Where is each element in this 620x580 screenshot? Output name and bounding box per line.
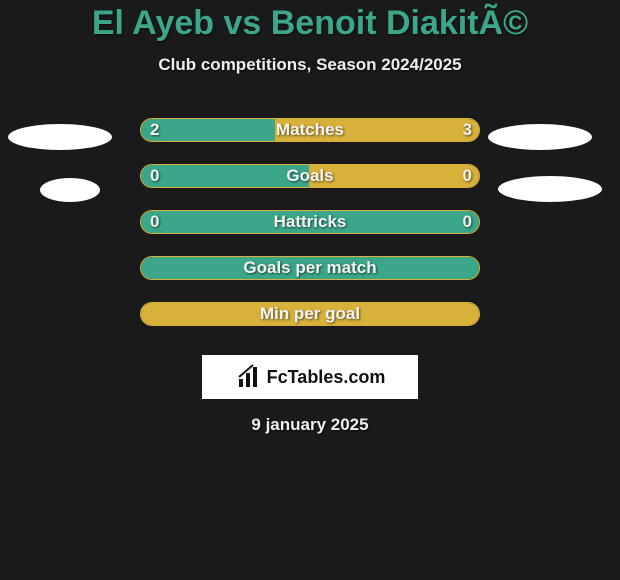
stat-row: Goals00 [0,153,620,199]
stat-row: Min per goal [0,291,620,337]
stat-row: Hattricks00 [0,199,620,245]
stat-pill [140,256,480,280]
brand-logo-text: FcTables.com [267,367,386,388]
comparison-card: El Ayeb vs Benoit DiakitÃ© Club competit… [0,0,620,580]
stat-left-value: 0 [150,210,159,234]
stat-pill [140,302,480,326]
bar-chart-icon [235,363,263,391]
stat-row: Goals per match [0,245,620,291]
stat-right-value: 3 [463,118,472,142]
snapshot-date: 9 january 2025 [0,415,620,435]
stat-right-fill [140,303,479,326]
stat-pill [140,118,480,142]
stat-pill [140,164,480,188]
stat-left-fill [141,165,311,188]
stat-row: Matches23 [0,107,620,153]
stat-right-fill [275,119,479,142]
stat-right-fill [309,165,479,188]
stat-left-value: 0 [150,164,159,188]
stat-right-value: 0 [463,164,472,188]
stat-pill [140,210,480,234]
stat-right-value: 0 [463,210,472,234]
brand-logo: FcTables.com [202,355,418,399]
stat-left-fill [141,119,277,142]
stat-left-fill [141,257,480,280]
stat-left-fill [141,211,480,234]
stat-left-value: 2 [150,118,159,142]
stats-list: Matches23Goals00Hattricks00Goals per mat… [0,107,620,337]
page-title: El Ayeb vs Benoit DiakitÃ© [0,0,620,43]
page-subtitle: Club competitions, Season 2024/2025 [0,55,620,75]
